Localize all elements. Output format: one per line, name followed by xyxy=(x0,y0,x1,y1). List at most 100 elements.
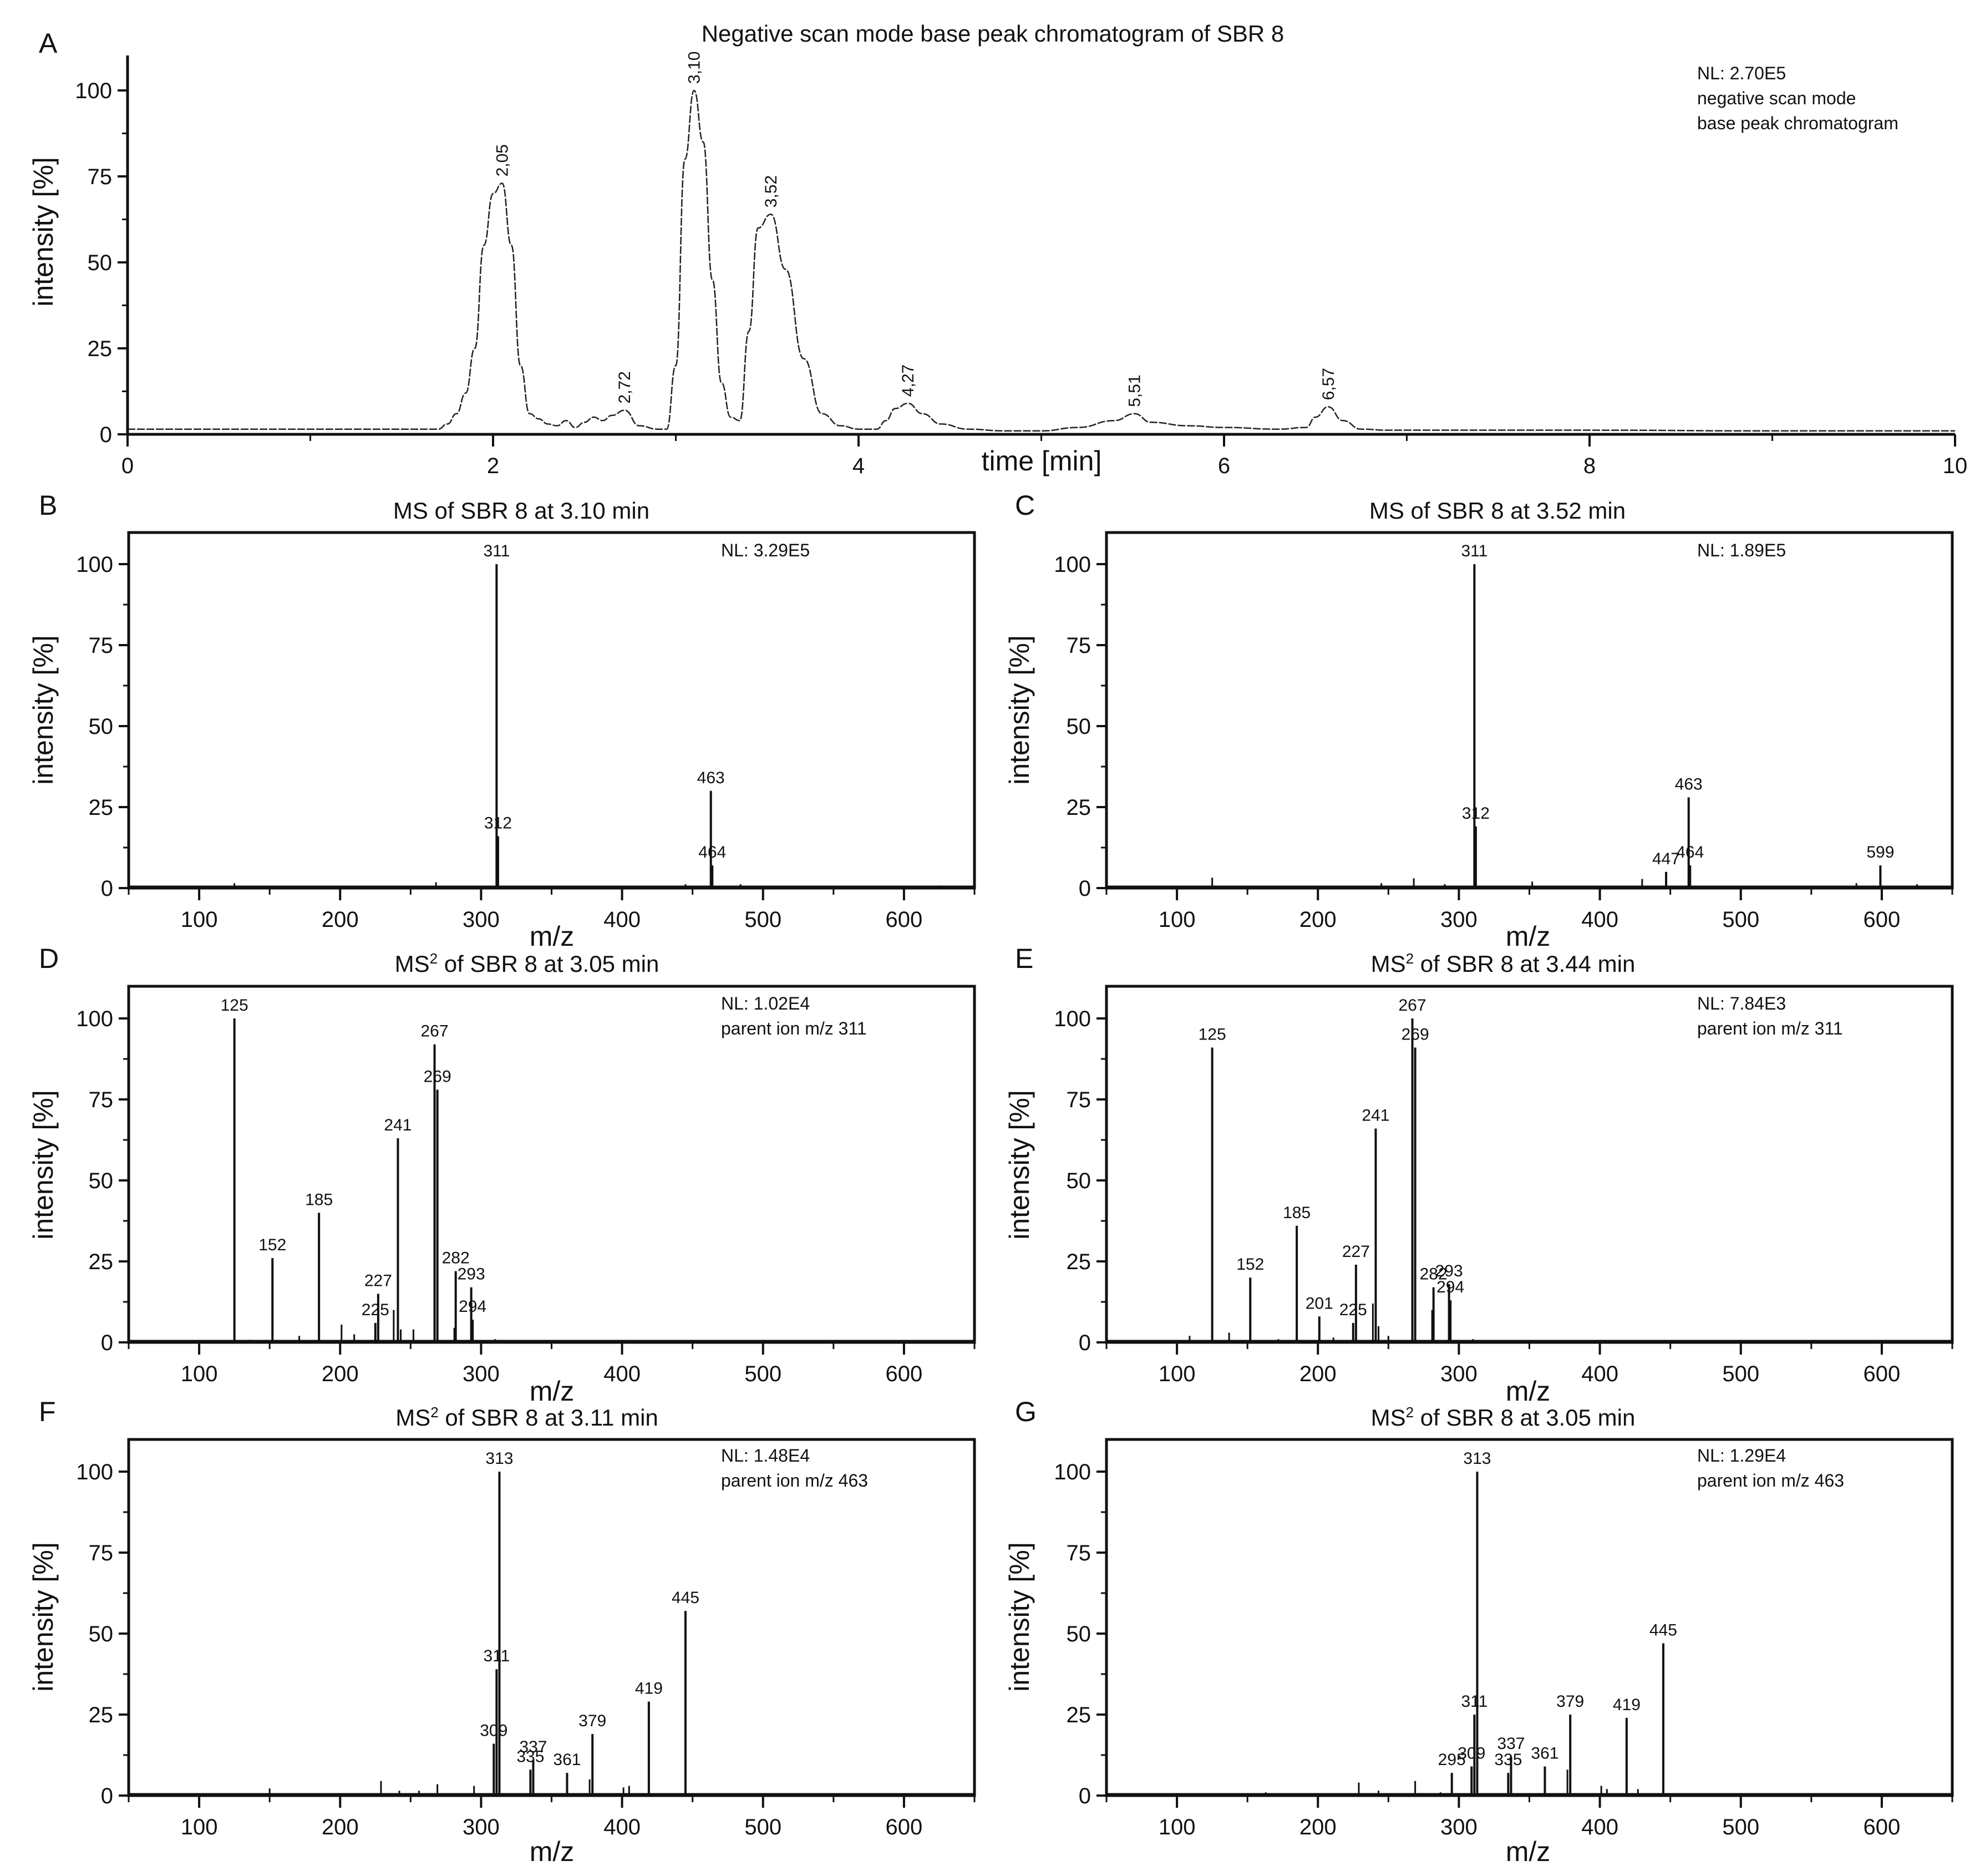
peak-label: 282 xyxy=(1420,1265,1448,1284)
peak-label: 335 xyxy=(1494,1751,1522,1769)
y-tick-label: 0 xyxy=(101,1331,113,1355)
y-tick-label: 50 xyxy=(1067,1169,1091,1193)
peak-label: 125 xyxy=(1199,1026,1226,1044)
y-tick-label: 25 xyxy=(1067,1703,1091,1727)
peak-label: 311 xyxy=(483,542,510,560)
peak-label: 225 xyxy=(362,1301,389,1319)
x-tick-label: 400 xyxy=(603,1815,641,1839)
peak-label: 269 xyxy=(424,1067,451,1086)
peak-label: 3,52 xyxy=(762,175,780,207)
y-axis-label: intensity [%] xyxy=(1004,1090,1035,1240)
y-tick-label: 0 xyxy=(101,1784,113,1808)
y-tick-label: 0 xyxy=(1079,876,1091,901)
y-tick-label: 100 xyxy=(76,1007,113,1031)
annotation-line-1: NL: 1.29E4 xyxy=(1697,1446,1786,1466)
annotation-line-1: NL: 1.48E4 xyxy=(721,1446,810,1466)
x-tick-label: 500 xyxy=(744,1362,781,1386)
peak-label: 295 xyxy=(1438,1751,1466,1769)
x-tick-label: 200 xyxy=(322,1362,359,1386)
y-tick-label: 25 xyxy=(89,795,114,820)
peak-label: 293 xyxy=(458,1265,485,1284)
annotation-line-1: NL: 1.02E4 xyxy=(721,993,810,1013)
peak-label: 361 xyxy=(553,1751,581,1769)
peak-label: 337 xyxy=(1497,1735,1525,1753)
y-tick-label: 75 xyxy=(88,165,113,189)
peak-label: 313 xyxy=(1463,1449,1491,1468)
panel-letter: E xyxy=(1015,943,1033,974)
panel-title: MS of SBR 8 at 3.10 min xyxy=(393,498,649,524)
x-axis-label: m/z xyxy=(1506,1836,1551,1867)
peak-label: 201 xyxy=(1306,1294,1333,1312)
annotation-line-1: NL: 1.89E5 xyxy=(1697,540,1786,560)
x-tick-label: 600 xyxy=(886,907,923,932)
y-axis-label: intensity [%] xyxy=(28,635,59,785)
x-tick-label: 600 xyxy=(886,1362,923,1386)
y-tick-label: 50 xyxy=(89,1169,114,1193)
x-tick-label: 600 xyxy=(886,1815,923,1839)
x-tick-label: 600 xyxy=(1864,907,1901,932)
x-tick-label: 300 xyxy=(1440,1815,1478,1839)
x-tick-label: 500 xyxy=(1722,1815,1759,1839)
panel-title: MS2 of SBR 8 at 3.05 min xyxy=(395,950,659,977)
panel-letter: F xyxy=(39,1396,56,1427)
x-tick-label: 300 xyxy=(463,1362,500,1386)
peak-label: 599 xyxy=(1866,843,1894,861)
x-tick-label: 100 xyxy=(1159,1815,1196,1839)
peak-label: 311 xyxy=(483,1647,510,1665)
x-tick-label: 6 xyxy=(1218,454,1230,478)
y-tick-label: 75 xyxy=(1067,633,1091,658)
x-tick-label: 200 xyxy=(1299,1815,1337,1839)
x-tick-label: 500 xyxy=(744,907,781,932)
y-tick-label: 100 xyxy=(1054,552,1091,577)
y-tick-label: 75 xyxy=(1067,1088,1091,1112)
y-tick-label: 50 xyxy=(88,251,113,275)
peak-label: 463 xyxy=(697,769,725,787)
y-tick-label: 0 xyxy=(1079,1331,1091,1355)
x-tick-label: 300 xyxy=(1440,907,1478,932)
x-tick-label: 400 xyxy=(603,907,641,932)
annotation-line-1: NL: 7.84E3 xyxy=(1697,993,1786,1013)
x-tick-label: 2 xyxy=(487,454,499,478)
x-tick-label: 100 xyxy=(181,907,218,932)
x-axis-label: m/z xyxy=(1506,921,1551,952)
x-tick-label: 100 xyxy=(1159,907,1196,932)
peak-label: 282 xyxy=(442,1249,470,1267)
panel-d-ms2-spectrum: D MS2 of SBR 8 at 3.05 min intensity [%]… xyxy=(28,943,976,1407)
peak-label: 185 xyxy=(1283,1204,1311,1222)
y-tick-label: 0 xyxy=(100,423,112,447)
peak-label: 152 xyxy=(258,1236,286,1254)
ms2-plot-area: 0 25 50 75 100 100 200 300 400 500 600 309 311 313 335… xyxy=(76,1438,976,1839)
x-axis-label: time [min] xyxy=(982,445,1102,476)
panel-c-ms-spectrum: C MS of SBR 8 at 3.52 min intensity [%] … xyxy=(1004,490,1954,952)
y-tick-label: 25 xyxy=(88,337,113,361)
y-axis-label: intensity [%] xyxy=(28,157,59,307)
panel-letter: B xyxy=(39,490,57,521)
peak-label: 419 xyxy=(1613,1696,1641,1714)
y-axis-label: intensity [%] xyxy=(1004,1542,1035,1692)
x-tick-label: 500 xyxy=(1722,1362,1759,1386)
x-tick-label: 100 xyxy=(181,1362,218,1386)
y-tick-label: 75 xyxy=(89,1541,114,1565)
x-tick-label: 100 xyxy=(1159,1362,1196,1386)
panel-b-ms-spectrum: B MS of SBR 8 at 3.10 min intensity [%] … xyxy=(28,490,976,952)
panel-g-ms2-spectrum: G MS2 of SBR 8 at 3.05 min intensity [%]… xyxy=(1004,1396,1954,1867)
peak-label: 2,05 xyxy=(493,144,511,176)
y-tick-label: 50 xyxy=(1067,1622,1091,1646)
peak-label: 335 xyxy=(516,1747,544,1766)
annotation-line-2: negative scan mode xyxy=(1697,88,1856,108)
y-tick-label: 75 xyxy=(89,1088,114,1112)
y-tick-label: 25 xyxy=(1067,1250,1091,1274)
peak-label: 4,27 xyxy=(899,364,917,397)
peak-label: 309 xyxy=(480,1722,507,1740)
ms-plot-area: 0 25 50 75 100 100 200 300 400 500 600 311 312 463 464 xyxy=(76,531,976,932)
y-axis-label: intensity [%] xyxy=(28,1090,59,1240)
peak-label: 312 xyxy=(1462,804,1490,823)
ms2-plot-area: 0 25 50 75 100 100 200 300 400 500 600 125 152 185 225… xyxy=(76,985,976,1386)
peak-label: 311 xyxy=(1461,542,1487,560)
x-axis-label: m/z xyxy=(1506,1376,1551,1407)
x-tick-label: 8 xyxy=(1583,454,1596,478)
peak-label: 2,72 xyxy=(616,371,634,403)
panel-letter: G xyxy=(1015,1396,1037,1427)
